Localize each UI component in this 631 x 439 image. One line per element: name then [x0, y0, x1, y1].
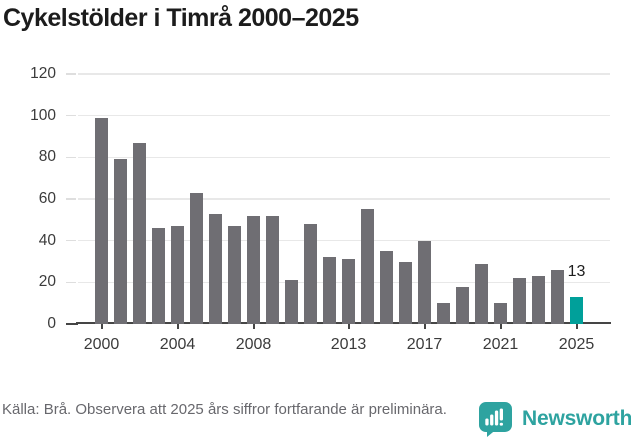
- bar-2018: [437, 303, 450, 324]
- newsworthy-wordmark: Newsworthy: [522, 407, 631, 430]
- x-tick-label-2008: 2008: [235, 336, 272, 353]
- y-tick-0: [66, 323, 78, 325]
- bar-2017: [418, 240, 431, 324]
- y-tick-label-60: 60: [38, 190, 56, 207]
- value-label-2025: 13: [567, 262, 586, 280]
- bar-2012: [323, 257, 336, 324]
- bar-2011: [304, 224, 317, 324]
- x-tick-label-2013: 2013: [330, 336, 367, 353]
- bar-2024: [551, 269, 564, 324]
- bar-2023: [532, 276, 545, 324]
- bar-2019: [456, 286, 469, 324]
- x-tick-label-2004: 2004: [159, 336, 196, 353]
- newsworthy-logo[interactable]: Newsworthy: [478, 401, 631, 437]
- bar-2006: [209, 213, 222, 324]
- bar-2000: [95, 117, 108, 324]
- y-tick-20: [66, 281, 76, 284]
- bar-2008: [247, 215, 260, 324]
- x-tick-2000: [100, 324, 103, 329]
- bar-2001: [114, 159, 127, 324]
- bar-2004: [171, 226, 184, 324]
- bar-2015: [380, 251, 393, 324]
- bar-2007: [228, 226, 241, 324]
- y-tick-100: [66, 114, 76, 117]
- x-tick-label-2025: 2025: [558, 336, 595, 353]
- bar-2025: [570, 296, 583, 324]
- x-tick-2025: [575, 324, 578, 329]
- x-tick-2021: [499, 324, 502, 329]
- bar-2010: [285, 280, 298, 324]
- bar-2022: [513, 278, 526, 324]
- gridline-40: [78, 239, 610, 242]
- bar-chart-bubble-icon: [479, 402, 512, 437]
- gridline-120: [78, 73, 610, 75]
- gridline-60: [78, 198, 610, 200]
- x-tick-label-2017: 2017: [406, 336, 443, 353]
- bar-2013: [342, 259, 355, 324]
- x-tick-label-2021: 2021: [482, 336, 519, 353]
- y-tick-80: [66, 156, 76, 159]
- x-tick-label-2000: 2000: [83, 336, 120, 353]
- x-tick-2004: [176, 324, 179, 329]
- y-tick-40: [66, 239, 76, 242]
- gridline-80: [78, 156, 610, 159]
- x-tick-2008: [252, 324, 255, 329]
- y-tick-label-0: 0: [47, 315, 56, 332]
- bar-2009: [266, 215, 279, 324]
- gridline-100: [78, 114, 610, 117]
- bar-2016: [399, 261, 412, 324]
- y-tick-label-20: 20: [38, 273, 56, 291]
- y-tick-label-40: 40: [38, 231, 56, 249]
- bar-2003: [152, 228, 165, 324]
- y-tick-label-100: 100: [30, 106, 56, 124]
- bar-2021: [494, 303, 507, 324]
- chart-title: Cykelstölder i Timrå 2000–2025: [3, 4, 359, 32]
- x-tick-2013: [347, 324, 350, 329]
- bar-2020: [475, 263, 488, 324]
- bar-2014: [361, 209, 374, 324]
- bar-2005: [190, 192, 203, 324]
- y-tick-label-120: 120: [30, 65, 56, 82]
- x-tick-2017: [423, 324, 426, 329]
- y-tick-120: [66, 73, 76, 75]
- bar-2002: [133, 142, 146, 324]
- y-tick-60: [66, 198, 76, 200]
- y-tick-label-80: 80: [38, 148, 56, 166]
